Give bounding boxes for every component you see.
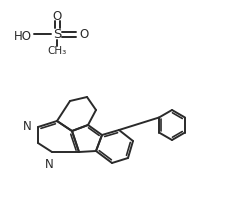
Text: N: N [23,121,32,133]
Text: CH₃: CH₃ [47,46,67,56]
Text: N: N [45,158,53,171]
Text: O: O [79,28,88,41]
Text: O: O [52,10,62,23]
Text: HO: HO [14,30,32,42]
Text: S: S [53,28,61,41]
